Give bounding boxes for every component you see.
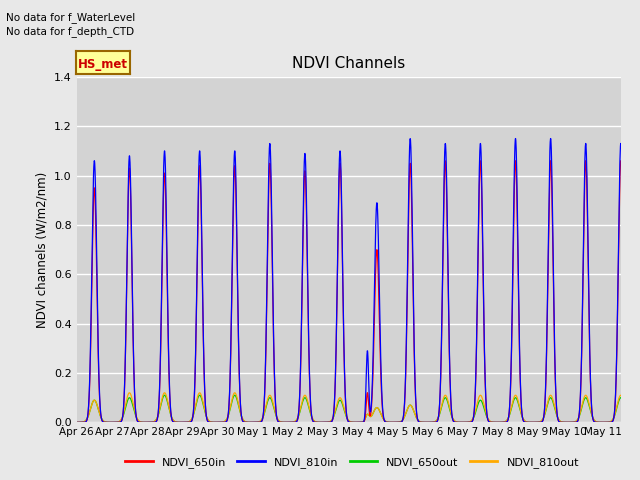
Text: HS_met: HS_met [77,58,128,71]
Legend: NDVI_650in, NDVI_810in, NDVI_650out, NDVI_810out: NDVI_650in, NDVI_810in, NDVI_650out, NDV… [121,452,583,472]
Text: No data for f_WaterLevel: No data for f_WaterLevel [6,12,136,23]
Title: NDVI Channels: NDVI Channels [292,57,405,72]
Y-axis label: NDVI channels (W/m2/nm): NDVI channels (W/m2/nm) [36,171,49,328]
Text: No data for f_depth_CTD: No data for f_depth_CTD [6,26,134,37]
